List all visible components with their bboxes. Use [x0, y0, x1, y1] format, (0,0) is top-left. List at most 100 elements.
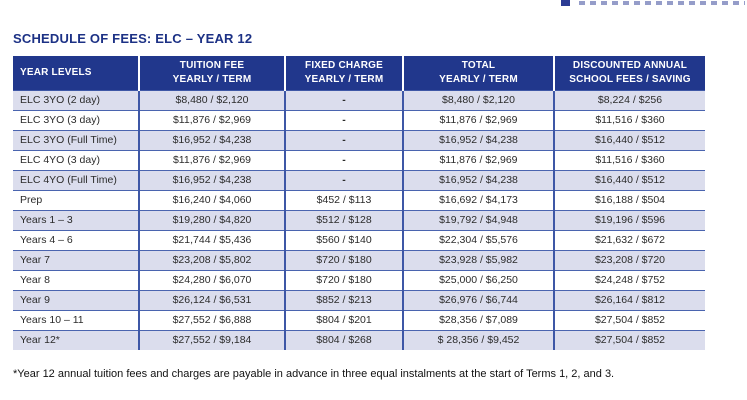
cell-total: $16,952 / $4,238 [402, 170, 554, 190]
cell-discounted: $8,224 / $256 [553, 90, 705, 110]
cell-discounted: $23,208 / $720 [553, 250, 705, 270]
cell-total: $19,792 / $4,948 [402, 210, 554, 230]
cell-total: $22,304 / $5,576 [402, 230, 554, 250]
table-header-row: YEAR LEVELS TUITION FEE YEARLY / TERM FI… [13, 56, 705, 90]
page-title: SCHEDULE OF FEES: ELC – YEAR 12 [13, 31, 253, 46]
col-header-fixed-charge: FIXED CHARGE YEARLY / TERM [284, 56, 403, 90]
table-row: Years 10 – 11 $27,552 / $6,888 $804 / $2… [13, 310, 705, 330]
table-row: Years 4 – 6 $21,744 / $5,436 $560 / $140… [13, 230, 705, 250]
header-line: FIXED CHARGE [305, 60, 383, 72]
cell-discounted: $19,196 / $596 [553, 210, 705, 230]
cell-total: $23,928 / $5,982 [402, 250, 554, 270]
table-row: ELC 3YO (3 day) $11,876 / $2,969 - $11,8… [13, 110, 705, 130]
cell-total: $16,952 / $4,238 [402, 130, 554, 150]
table-row: Years 1 – 3 $19,280 / $4,820 $512 / $128… [13, 210, 705, 230]
partial-logo-fragment [561, 0, 745, 7]
cell-total: $8,480 / $2,120 [402, 90, 554, 110]
cell-tuition-fee: $16,952 / $4,238 [138, 130, 285, 150]
cell-fixed-charge: - [284, 170, 403, 190]
cell-tuition-fee: $16,952 / $4,238 [138, 170, 285, 190]
cell-tuition-fee: $23,208 / $5,802 [138, 250, 285, 270]
table-row: Year 9 $26,124 / $6,531 $852 / $213 $26,… [13, 290, 705, 310]
cell-discounted: $21,632 / $672 [553, 230, 705, 250]
cell-total: $26,976 / $6,744 [402, 290, 554, 310]
cell-tuition-fee: $11,876 / $2,969 [138, 110, 285, 130]
cell-total: $16,692 / $4,173 [402, 190, 554, 210]
table-row: Prep $16,240 / $4,060 $452 / $113 $16,69… [13, 190, 705, 210]
cell-tuition-fee: $8,480 / $2,120 [138, 90, 285, 110]
cell-discounted: $24,248 / $752 [553, 270, 705, 290]
table-row: Year 12* $27,552 / $9,184 $804 / $268 $ … [13, 330, 705, 350]
header-line: SCHOOL FEES / SAVING [569, 73, 691, 85]
logo-mark-icon [561, 0, 570, 6]
cell-year-level: Years 1 – 3 [20, 214, 73, 226]
cell-discounted: $16,440 / $512 [553, 170, 705, 190]
cell-total: $28,356 / $7,089 [402, 310, 554, 330]
cell-tuition-fee: $27,552 / $6,888 [138, 310, 285, 330]
cell-year-level: Year 8 [20, 274, 50, 286]
cell-total: $25,000 / $6,250 [402, 270, 554, 290]
cell-year-level: ELC 3YO (2 day) [20, 94, 100, 106]
col-header-total: TOTAL YEARLY / TERM [402, 56, 554, 90]
cell-year-level: Year 12* [20, 334, 60, 347]
cell-year-level: Year 9 [20, 294, 50, 306]
cell-discounted: $27,504 / $852 [553, 330, 705, 350]
cell-tuition-fee: $27,552 / $9,184 [138, 330, 285, 350]
cell-discounted: $26,164 / $812 [553, 290, 705, 310]
cell-year-level: ELC 3YO (3 day) [20, 114, 100, 126]
cell-fixed-charge: $720 / $180 [284, 250, 403, 270]
cell-fixed-charge: - [284, 130, 403, 150]
cell-tuition-fee: $21,744 / $5,436 [138, 230, 285, 250]
header-line: DISCOUNTED ANNUAL [572, 60, 688, 72]
cell-year-level: Years 10 – 11 [20, 314, 84, 326]
cell-discounted: $16,188 / $504 [553, 190, 705, 210]
cell-tuition-fee: $16,240 / $4,060 [138, 190, 285, 210]
header-line: YEAR LEVELS [20, 67, 92, 78]
cell-fixed-charge: $512 / $128 [284, 210, 403, 230]
cell-tuition-fee: $11,876 / $2,969 [138, 150, 285, 170]
cell-fixed-charge: $452 / $113 [284, 190, 403, 210]
cell-fixed-charge: - [284, 110, 403, 130]
header-line: YEARLY / TERM [304, 73, 384, 85]
cell-fixed-charge: $804 / $201 [284, 310, 403, 330]
fees-table: YEAR LEVELS TUITION FEE YEARLY / TERM FI… [13, 56, 705, 350]
cell-year-level: Years 4 – 6 [20, 234, 73, 246]
cell-fixed-charge: $720 / $180 [284, 270, 403, 290]
header-line: TOTAL [461, 60, 496, 72]
table-row: ELC 4YO (Full Time) $16,952 / $4,238 - $… [13, 170, 705, 190]
cell-tuition-fee: $19,280 / $4,820 [138, 210, 285, 230]
col-header-discounted: DISCOUNTED ANNUAL SCHOOL FEES / SAVING [553, 56, 705, 90]
cell-total: $11,876 / $2,969 [402, 110, 554, 130]
cell-year-level: ELC 4YO (Full Time) [20, 174, 117, 186]
cell-fixed-charge: $852 / $213 [284, 290, 403, 310]
cell-total: $11,876 / $2,969 [402, 150, 554, 170]
table-row: ELC 3YO (2 day) $8,480 / $2,120 - $8,480… [13, 90, 705, 110]
table-row: Year 7 $23,208 / $5,802 $720 / $180 $23,… [13, 250, 705, 270]
header-line: TUITION FEE [179, 60, 245, 72]
cell-discounted: $11,516 / $360 [553, 110, 705, 130]
table-row: ELC 4YO (3 day) $11,876 / $2,969 - $11,8… [13, 150, 705, 170]
cell-tuition-fee: $24,280 / $6,070 [138, 270, 285, 290]
cell-discounted: $27,504 / $852 [553, 310, 705, 330]
col-header-tuition-fee: TUITION FEE YEARLY / TERM [138, 56, 285, 90]
cell-total: $ 28,356 / $9,452 [402, 330, 554, 350]
footnote: *Year 12 annual tuition fees and charges… [13, 368, 615, 380]
cell-tuition-fee: $26,124 / $6,531 [138, 290, 285, 310]
header-line: YEARLY / TERM [439, 73, 518, 85]
cell-discounted: $16,440 / $512 [553, 130, 705, 150]
cell-fixed-charge: - [284, 150, 403, 170]
cell-year-level: Year 7 [20, 254, 50, 266]
cell-fixed-charge: $804 / $268 [284, 330, 403, 350]
cell-discounted: $11,516 / $360 [553, 150, 705, 170]
cell-fixed-charge: - [284, 90, 403, 110]
table-row: Year 8 $24,280 / $6,070 $720 / $180 $25,… [13, 270, 705, 290]
table-row: ELC 3YO (Full Time) $16,952 / $4,238 - $… [13, 130, 705, 150]
logo-text-fragment [579, 1, 745, 5]
cell-year-level: Prep [20, 194, 43, 206]
cell-fixed-charge: $560 / $140 [284, 230, 403, 250]
col-header-year-levels: YEAR LEVELS [13, 56, 139, 90]
header-line: YEARLY / TERM [172, 73, 252, 85]
cell-year-level: ELC 3YO (Full Time) [20, 134, 117, 146]
cell-year-level: ELC 4YO (3 day) [20, 154, 100, 166]
